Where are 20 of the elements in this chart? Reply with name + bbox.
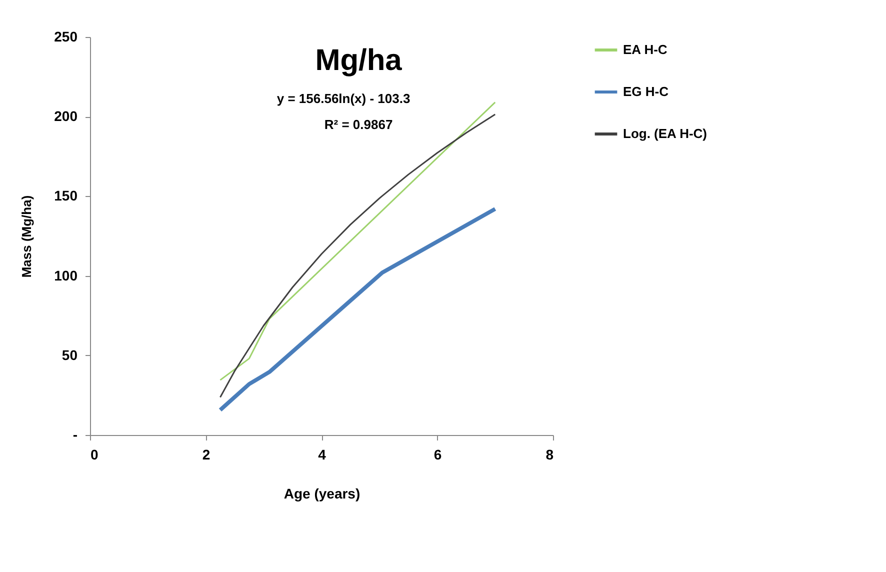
annotation: R² = 0.9867	[324, 117, 393, 132]
y-tick-label: 100	[54, 267, 78, 284]
x-axis-title: Age (years)	[284, 486, 360, 502]
y-axis-title: Mass (Mg/ha)	[19, 195, 34, 278]
y-tick-label: -	[72, 426, 78, 442]
line-series	[218, 206, 498, 412]
x-tick-label: 8	[546, 446, 554, 462]
legend-label: EG H-C	[623, 84, 670, 99]
y-tick-label: 200	[54, 108, 78, 124]
annotation: y = 156.56ln(x) - 103.3	[276, 91, 410, 106]
y-tick-label: 150	[54, 188, 78, 204]
y-tick-label: 250	[54, 28, 78, 44]
x-tick-label: 0	[90, 446, 98, 462]
x-tick-label: 2	[202, 446, 210, 462]
x-tick-label: 4	[318, 446, 326, 462]
legend-label: Log. (EA H-C)	[623, 126, 707, 141]
y-tick-label: 50	[62, 346, 78, 363]
chart-title: Mg/ha	[315, 44, 402, 77]
legend-label: EA H-C	[623, 42, 668, 57]
x-tick-label: 6	[434, 446, 442, 462]
